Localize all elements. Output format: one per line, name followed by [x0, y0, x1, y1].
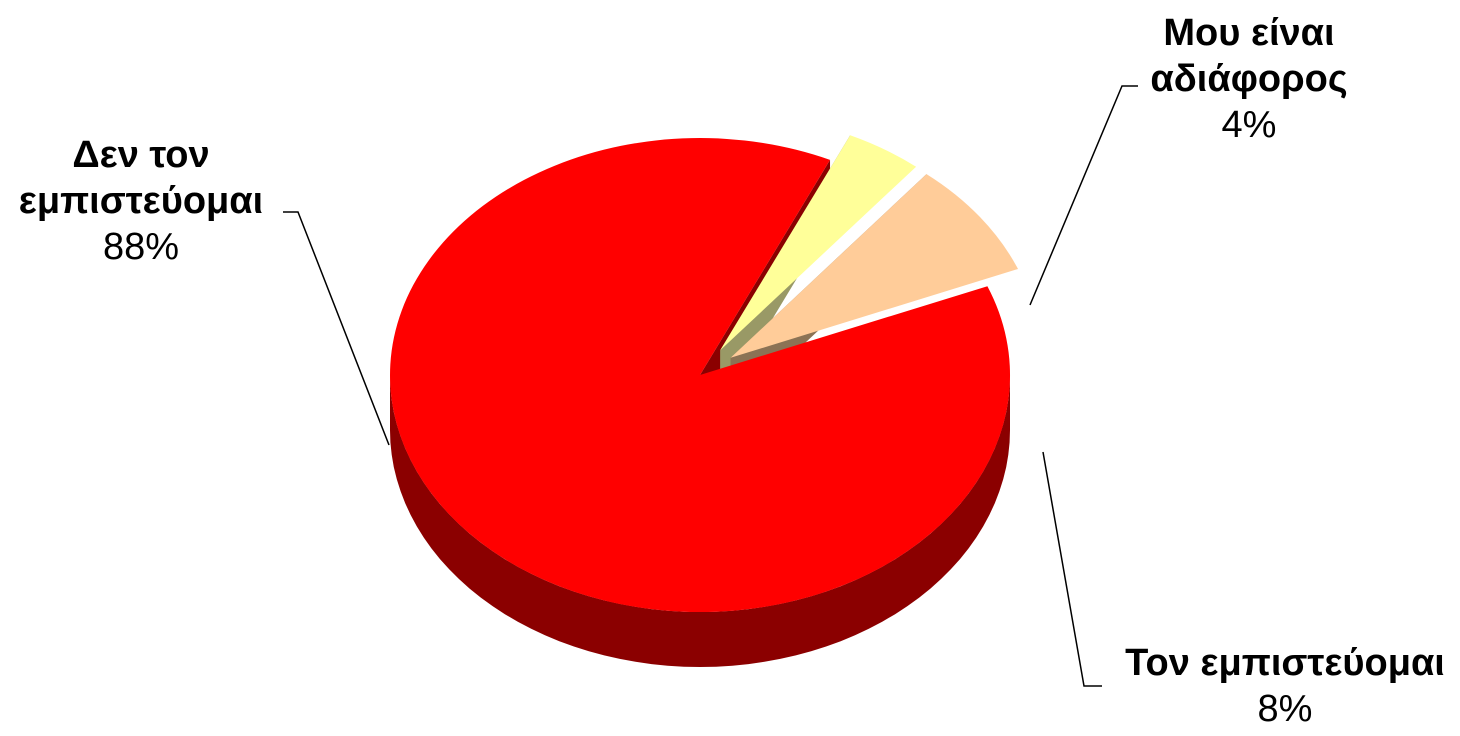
leader-line-trust — [1042, 451, 1102, 687]
slice-label-trust-name: Τον εμπιστεύομαι — [1125, 642, 1445, 684]
slice-label-distrust-value: 88% — [102, 226, 180, 268]
slice-label-indifferent: Μου είναι αδιάφορος 4% — [1140, 10, 1358, 148]
leader-lines — [283, 85, 1138, 687]
slice-label-distrust-name: Δεν τον εμπιστεύομαι — [18, 134, 264, 222]
slice-distrust — [390, 138, 1011, 613]
slice-indifferent — [720, 135, 917, 351]
slice-side-distrust — [390, 375, 1010, 667]
leader-line-distrust — [283, 211, 390, 446]
slice-tops — [390, 135, 1018, 613]
slice-label-indifferent-value: 4% — [1221, 104, 1277, 146]
leader-line-indifferent — [1029, 85, 1138, 306]
slice-label-distrust: Δεν τον εμπιστεύομαι 88% — [0, 132, 282, 270]
slice-trust — [730, 174, 1018, 358]
slice-label-trust: Τον εμπιστεύομαι 8% — [1110, 640, 1460, 732]
slice-label-trust-value: 8% — [1257, 688, 1313, 730]
slice-label-indifferent-name: Μου είναι αδιάφορος — [1150, 12, 1348, 100]
